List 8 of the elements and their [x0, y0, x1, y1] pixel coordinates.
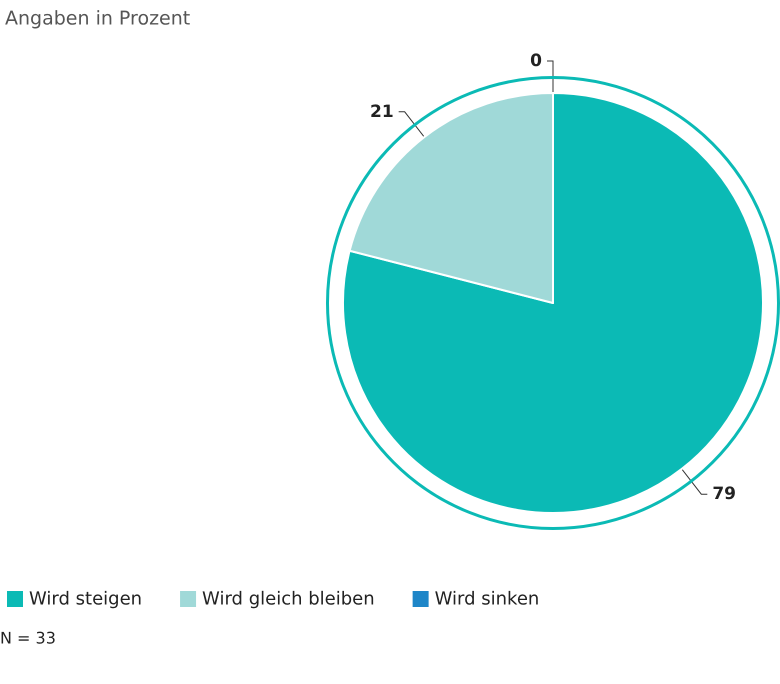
chart-title: Angaben in Prozent [5, 8, 190, 30]
legend-label: Wird sinken [434, 588, 540, 610]
legend-label: Wird gleich bleiben [202, 588, 375, 610]
legend-label: Wird steigen [29, 588, 142, 610]
data-label: 21 [370, 102, 394, 122]
text: N = 33 [0, 628, 56, 648]
data-label: 79 [712, 484, 736, 504]
text: 0 [530, 51, 542, 71]
